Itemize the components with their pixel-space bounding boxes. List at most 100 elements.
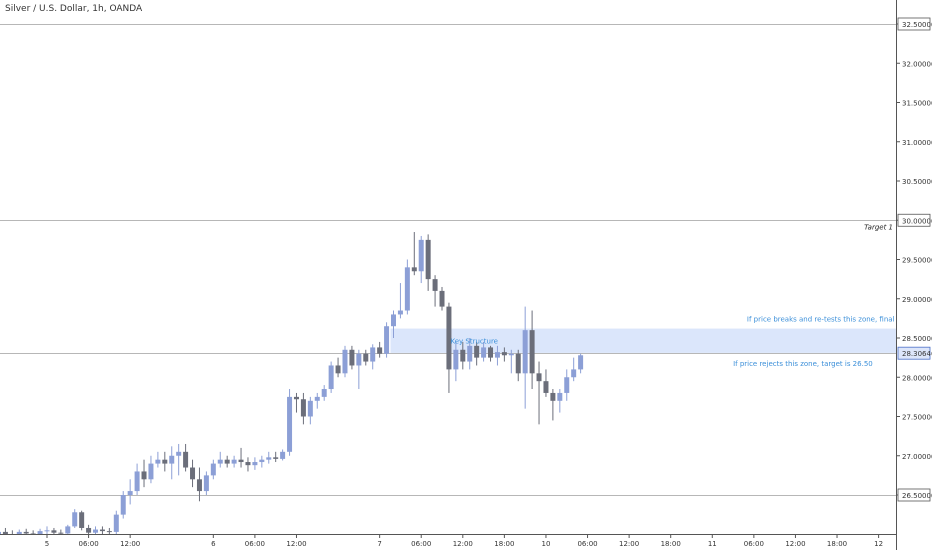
candle-body — [86, 527, 92, 533]
candle-body — [488, 347, 494, 358]
candle-body — [280, 451, 286, 459]
candle-body — [300, 399, 306, 417]
candle-body — [328, 365, 334, 390]
candle-body — [529, 330, 535, 374]
candle-body — [0, 531, 1, 536]
candle-body — [287, 396, 293, 452]
price-tick-label: 31.00000 — [902, 139, 932, 147]
candle-body — [439, 290, 445, 307]
candle-body — [508, 353, 514, 356]
candle-body — [217, 459, 223, 464]
candle-body — [148, 463, 154, 480]
current-price-badge — [897, 346, 931, 360]
candle-body — [65, 526, 71, 534]
time-tick-label: 12:00 — [120, 540, 140, 548]
candle-body — [370, 347, 376, 362]
price-level-badge — [897, 17, 931, 31]
candle-body — [190, 467, 196, 480]
time-tick-label: 06:00 — [411, 540, 431, 548]
time-tick-label: 06:00 — [744, 540, 764, 548]
candle-body — [210, 463, 216, 476]
candle-body — [293, 396, 299, 400]
price-tick-label: 27.00000 — [902, 453, 932, 461]
candle-body — [106, 531, 112, 533]
candle-body — [37, 531, 43, 536]
candle-body — [72, 512, 78, 527]
candle-body — [23, 531, 29, 534]
price-level-badge — [897, 488, 931, 502]
price-tick-label: 31.50000 — [902, 100, 932, 108]
candle-body — [404, 267, 410, 311]
price-tick-label: 32.50000 — [902, 21, 932, 29]
price-axis-background — [897, 0, 932, 550]
price-tick-label: 29.50000 — [902, 257, 932, 265]
time-tick-label: 06:00 — [245, 540, 265, 548]
time-tick-label: 18:00 — [827, 540, 847, 548]
candle-body — [397, 310, 403, 315]
candle-body — [176, 451, 182, 456]
candle-body — [252, 462, 258, 466]
candle-body — [550, 392, 556, 401]
price-tick-label: 26.50000 — [902, 492, 932, 500]
candle-body — [557, 392, 563, 401]
target-1-label: Target 1 — [864, 223, 893, 231]
candle-body — [196, 479, 202, 492]
time-tick-label: 10 — [541, 540, 550, 548]
price-tick-label: 30.50000 — [902, 178, 932, 186]
candle-body — [58, 532, 64, 534]
time-tick-label: 12 — [874, 540, 883, 548]
candle-body — [515, 353, 521, 374]
candle-body — [543, 381, 549, 393]
candle-body — [259, 459, 265, 463]
time-tick-label: 18:00 — [494, 540, 514, 548]
price-tick-label: 30.00000 — [902, 217, 932, 225]
time-tick-label: 12:00 — [286, 540, 306, 548]
candle-body — [356, 353, 362, 366]
candle-body — [155, 459, 161, 464]
candle-body — [169, 455, 175, 464]
candle-body — [564, 377, 570, 393]
time-tick-label: 7 — [377, 540, 381, 548]
candle-body — [467, 345, 473, 362]
candle-body — [425, 239, 431, 280]
candle-body — [134, 471, 140, 492]
annotation-text-1: If price breaks and re-tests this zone, … — [747, 315, 932, 323]
candle-body — [571, 369, 577, 378]
price-tick-label: 28.50000 — [902, 335, 932, 343]
candle-body — [307, 400, 313, 417]
candle-body — [494, 352, 500, 358]
candle-body — [44, 530, 50, 532]
time-tick-label: 12:00 — [453, 540, 473, 548]
price-tick-label: 28.00000 — [902, 374, 932, 382]
candle-body — [349, 349, 355, 366]
candle-body — [501, 352, 507, 356]
candle-body — [79, 512, 85, 528]
candle-body — [432, 279, 438, 291]
price-tick-label: 32.00000 — [902, 60, 932, 68]
key-structure-label: Key Structure — [451, 338, 498, 346]
candle-body — [224, 459, 230, 464]
candle-body — [127, 491, 133, 495]
time-tick-label: 5 — [45, 540, 49, 548]
candle-body — [120, 495, 126, 515]
candle-body — [2, 531, 8, 535]
candle-body — [418, 239, 424, 272]
candle-body — [16, 531, 22, 536]
candle-body — [321, 389, 327, 397]
candle-body — [342, 349, 348, 374]
candle-body — [99, 529, 105, 532]
candle-body — [141, 471, 147, 480]
candle-body — [522, 330, 528, 374]
candle-body — [453, 349, 459, 370]
candle-body — [474, 345, 480, 358]
candle-body — [203, 475, 209, 492]
candle-body — [363, 353, 369, 362]
candle-body — [238, 459, 244, 463]
candle-body — [377, 347, 383, 354]
candle-body — [93, 529, 99, 533]
candle-body — [536, 373, 542, 382]
candle-body — [231, 459, 237, 464]
